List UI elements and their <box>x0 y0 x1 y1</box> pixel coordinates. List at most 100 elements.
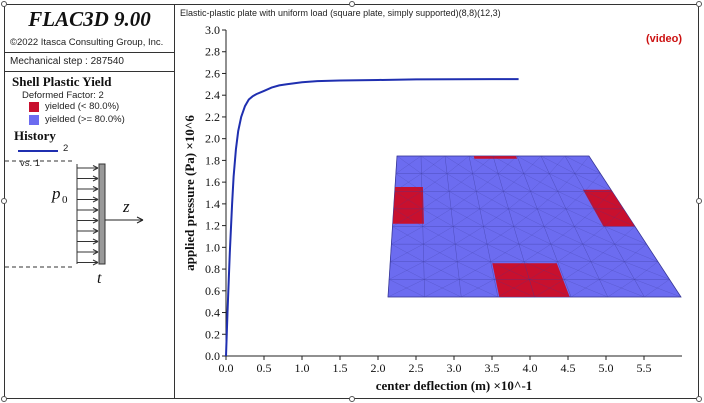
mesh-diagonal <box>392 226 424 245</box>
y-tick-label: 3.0 <box>205 23 220 37</box>
mesh-diagonal <box>557 191 595 210</box>
mesh-diagonal <box>486 226 514 245</box>
x-axis-label: center deflection (m) ×10^-1 <box>376 378 533 393</box>
mesh-diagonal <box>574 155 590 174</box>
y-tick-label: 0.8 <box>205 262 220 276</box>
mesh-diagonal <box>537 208 575 227</box>
load-arrowhead <box>92 217 99 224</box>
mesh-diagonal <box>421 155 446 174</box>
mesh-diagonal <box>516 155 550 174</box>
load-arrowhead <box>92 175 99 182</box>
yield-low-swatch <box>29 102 39 112</box>
mesh-diagonal <box>503 191 538 210</box>
mesh-diagonal <box>503 173 524 192</box>
mesh-diagonal <box>599 261 625 280</box>
mesh-diagonal <box>457 261 495 280</box>
mesh-diagonal <box>607 279 635 298</box>
legend-item-yield-low: yielded (< 80.0%) <box>45 101 120 112</box>
mesh-diagonal <box>455 226 484 245</box>
mesh-diagonal <box>571 279 600 298</box>
mesh-diagonal <box>486 243 525 262</box>
resize-handle-tl[interactable] <box>1 1 7 7</box>
mesh-diagonal <box>494 279 535 298</box>
mesh-diagonal <box>459 279 498 298</box>
mesh-diagonal <box>594 191 613 210</box>
x-tick-label: 1.0 <box>295 361 310 375</box>
y-tick-label: 1.2 <box>205 219 220 233</box>
yield-patch-left <box>392 187 424 224</box>
history-line-swatch <box>18 150 58 152</box>
y-tick-label: 2.0 <box>205 132 220 146</box>
y-tick-label: 2.4 <box>205 88 220 102</box>
mesh-diagonal <box>389 261 424 280</box>
mesh-diagonal <box>423 226 454 245</box>
y-tick-label: 1.4 <box>205 197 220 211</box>
mesh-diagonal <box>390 243 424 262</box>
mesh-diagonal <box>590 243 615 262</box>
mesh-diagonal <box>393 191 423 210</box>
mesh-diagonal <box>565 191 585 210</box>
mesh-line <box>516 155 572 298</box>
resize-handle-tm[interactable] <box>349 1 355 7</box>
mesh-diagonal <box>624 261 670 280</box>
mesh-diagonal <box>422 191 450 210</box>
mesh-diagonal <box>421 191 452 210</box>
mesh-diagonal <box>523 155 542 174</box>
mesh-diagonal <box>390 261 425 280</box>
mesh-diagonal <box>483 226 520 245</box>
mesh-diagonal <box>494 261 525 280</box>
load-arrowhead <box>92 228 99 234</box>
app-title: FLAC3D 9.00 <box>28 7 151 31</box>
mesh-diagonal <box>634 261 659 280</box>
yield-high-swatch <box>29 115 39 125</box>
mesh-diagonal <box>395 173 423 192</box>
chart-series <box>225 78 519 357</box>
mesh-diagonal <box>518 243 558 262</box>
history-series-id: 2 <box>63 143 69 154</box>
x-tick-label: 4.0 <box>523 361 538 375</box>
mesh-diagonal <box>423 243 456 262</box>
video-link[interactable]: (video) <box>646 33 683 45</box>
mesh-diagonal <box>590 261 635 280</box>
mesh-diagonal <box>644 279 670 298</box>
mesh-diagonal <box>557 243 583 262</box>
resize-handle-bl[interactable] <box>1 396 7 402</box>
resize-handle-mr[interactable] <box>696 198 702 204</box>
mesh-diagonal <box>453 208 480 227</box>
load-arrowhead <box>92 207 99 213</box>
plate-section <box>98 163 106 265</box>
mesh-diagonal <box>394 191 423 210</box>
mesh-diagonal <box>472 173 504 192</box>
mesh-line <box>588 155 682 298</box>
mesh-diagonal <box>476 191 509 210</box>
mesh-diagonal <box>557 261 600 280</box>
mesh-diagonal <box>518 226 545 245</box>
x-tick-label: 0.5 <box>257 361 272 375</box>
resize-handle-bm[interactable] <box>349 396 355 402</box>
mesh-diagonal <box>492 155 524 174</box>
resize-handle-br[interactable] <box>696 396 702 402</box>
mesh-diagonal <box>508 208 545 227</box>
mesh-diagonal <box>582 243 625 262</box>
resize-handle-ml[interactable] <box>1 198 7 204</box>
resize-handle-tr[interactable] <box>696 1 702 7</box>
z-axis-arrowhead <box>136 216 144 224</box>
x-tick-label: 3.0 <box>447 361 462 375</box>
legend-panel: FLAC3D 9.00 ©2022 Itasca Consulting Grou… <box>5 5 174 398</box>
legend-divider <box>5 71 174 72</box>
x-tick-label: 0.0 <box>219 361 234 375</box>
mesh-diagonal <box>424 279 462 298</box>
plot-caption: Elastic-plastic plate with uniform load … <box>180 8 501 18</box>
mesh-diagonal <box>387 279 425 298</box>
mesh-diagonal <box>444 155 473 174</box>
mesh-diagonal <box>497 279 530 298</box>
y-axis-label: applied pressure (Pa) ×10^6 <box>182 115 197 271</box>
chart-axes: 0.0 0.2 0.4 0.6 0.8 1.0 1.2 1.4 1.6 1.8 2.0 2.2 2.4 2… <box>205 23 682 375</box>
mesh-diagonal <box>391 243 424 262</box>
y-tick-label: 1.0 <box>205 240 220 254</box>
load-arrowhead <box>92 238 99 245</box>
mesh-diagonal <box>530 191 567 210</box>
mesh-diagonal <box>421 173 450 192</box>
mesh-diagonal <box>594 208 636 227</box>
